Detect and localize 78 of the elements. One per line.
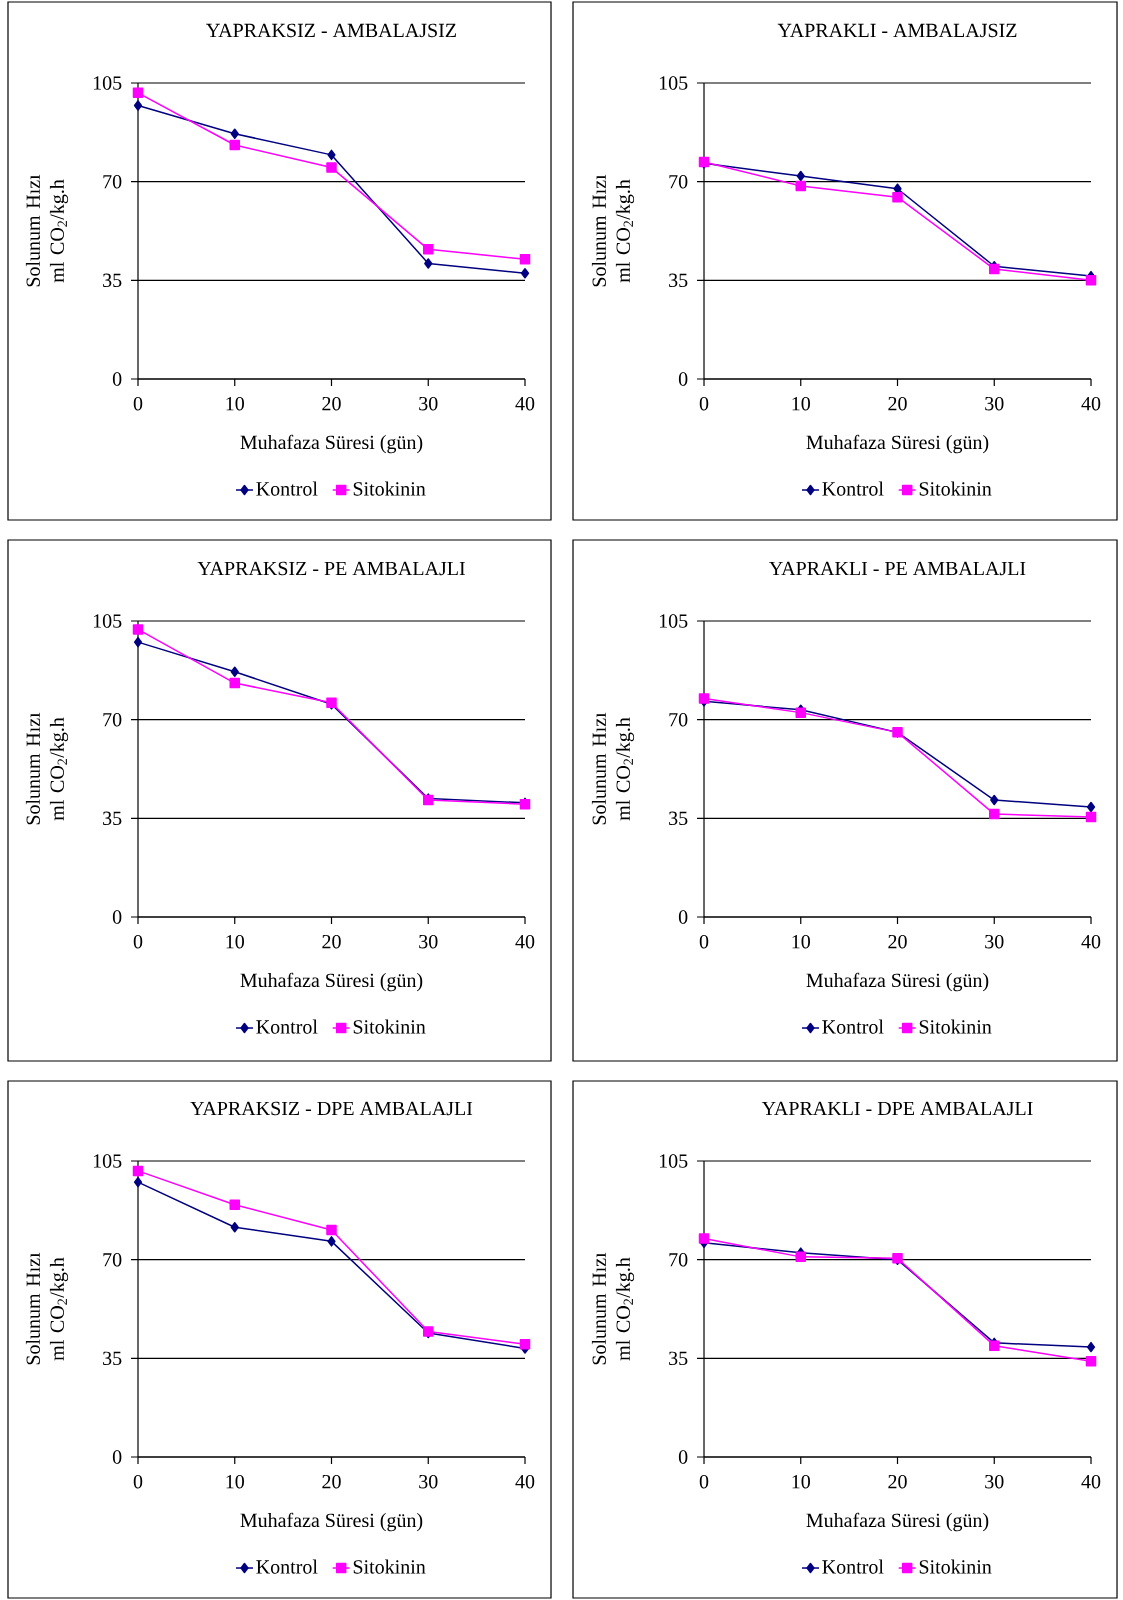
y-tick-label: 35 bbox=[669, 273, 688, 288]
chart-title: YAPRAKLI - DPE AMBALAJLI bbox=[761, 1101, 1033, 1116]
x-tick-label: 10 bbox=[226, 396, 244, 411]
y-tick-label: 105 bbox=[93, 1154, 122, 1168]
x-axis-title: Muhafaza Süresi (gün) bbox=[240, 972, 423, 992]
legend-label: Sitokinin bbox=[353, 1559, 426, 1574]
y-tick-label: 0 bbox=[112, 910, 122, 924]
y-tick-label: 105 bbox=[93, 76, 122, 90]
x-tick-label: 10 bbox=[792, 934, 810, 949]
y-tick-label: 70 bbox=[669, 174, 688, 189]
legend-label: Kontrol bbox=[822, 1019, 884, 1034]
x-axis-title: Muhafaza Süresi (gün) bbox=[806, 1512, 989, 1532]
x-tick-label: 10 bbox=[792, 1474, 810, 1489]
y-tick-label: 35 bbox=[103, 811, 122, 826]
legend-label: Kontrol bbox=[822, 1559, 884, 1574]
x-tick-label: 0 bbox=[133, 396, 143, 411]
legend-label: Sitokinin bbox=[353, 1019, 426, 1034]
x-tick-label: 20 bbox=[888, 934, 907, 949]
legend-label: Kontrol bbox=[822, 481, 884, 496]
x-axis-title: Muhafaza Süresi (gün) bbox=[806, 972, 989, 992]
legend-label: Kontrol bbox=[256, 1559, 318, 1574]
x-tick-label: 30 bbox=[419, 1474, 438, 1489]
legend-label: Sitokinin bbox=[919, 1019, 992, 1034]
x-tick-label: 40 bbox=[515, 396, 535, 411]
y-tick-label: 35 bbox=[669, 811, 688, 826]
y-tick-label: 70 bbox=[103, 712, 122, 727]
x-tick-label: 40 bbox=[515, 934, 535, 949]
x-tick-label: 40 bbox=[1081, 396, 1101, 411]
x-tick-label: 10 bbox=[226, 934, 244, 949]
y-tick-label: 105 bbox=[93, 614, 122, 628]
x-tick-label: 0 bbox=[699, 934, 709, 949]
y-tick-label: 0 bbox=[678, 372, 688, 386]
x-tick-label: 0 bbox=[699, 396, 709, 411]
x-tick-label: 20 bbox=[888, 1474, 907, 1489]
legend-label: Sitokinin bbox=[919, 481, 992, 496]
y-tick-label: 70 bbox=[103, 1252, 122, 1267]
x-tick-label: 0 bbox=[699, 1474, 709, 1489]
x-tick-label: 40 bbox=[1081, 1474, 1101, 1489]
chart-title: YAPRAKSIZ - AMBALAJSIZ bbox=[206, 23, 456, 38]
chart-title: YAPRAKLI - AMBALAJSIZ bbox=[777, 23, 1017, 38]
x-tick-label: 10 bbox=[792, 396, 810, 411]
y-tick-label: 0 bbox=[112, 372, 122, 386]
x-tick-label: 30 bbox=[985, 396, 1004, 411]
x-axis-title: Muhafaza Süresi (gün) bbox=[240, 1512, 423, 1532]
y-tick-label: 70 bbox=[669, 712, 688, 727]
y-tick-label: 35 bbox=[103, 273, 122, 288]
y-tick-label: 0 bbox=[112, 1450, 122, 1464]
y-tick-label: 35 bbox=[103, 1351, 122, 1366]
legend-label: Kontrol bbox=[256, 481, 318, 496]
x-tick-label: 20 bbox=[322, 934, 341, 949]
x-axis-title: Muhafaza Süresi (gün) bbox=[806, 434, 989, 454]
x-axis-title: Muhafaza Süresi (gün) bbox=[240, 434, 423, 454]
x-tick-label: 30 bbox=[419, 396, 438, 411]
x-tick-label: 10 bbox=[226, 1474, 244, 1489]
legend-label: Kontrol bbox=[256, 1019, 318, 1034]
y-tick-label: 0 bbox=[678, 910, 688, 924]
y-tick-label: 0 bbox=[678, 1450, 688, 1464]
chart-title: YAPRAKSIZ - PE AMBALAJLI bbox=[197, 561, 465, 576]
y-tick-label: 70 bbox=[103, 174, 122, 189]
x-tick-label: 0 bbox=[133, 1474, 143, 1489]
y-tick-label: 105 bbox=[659, 76, 688, 90]
y-tick-label: 105 bbox=[659, 1154, 688, 1168]
x-tick-label: 30 bbox=[419, 934, 438, 949]
chart-title: YAPRAKLI - PE AMBALAJLI bbox=[769, 561, 1026, 576]
y-tick-label: 70 bbox=[669, 1252, 688, 1267]
x-tick-label: 40 bbox=[1081, 934, 1101, 949]
chart-title: YAPRAKSIZ - DPE AMBALAJLI bbox=[190, 1101, 473, 1116]
legend-label: Sitokinin bbox=[919, 1559, 992, 1574]
x-tick-label: 30 bbox=[985, 1474, 1004, 1489]
x-tick-label: 20 bbox=[322, 1474, 341, 1489]
x-tick-label: 40 bbox=[515, 1474, 535, 1489]
y-tick-label: 35 bbox=[669, 1351, 688, 1366]
x-tick-label: 20 bbox=[888, 396, 907, 411]
x-tick-label: 20 bbox=[322, 396, 341, 411]
y-tick-label: 105 bbox=[659, 614, 688, 628]
legend-label: Sitokinin bbox=[353, 481, 426, 496]
x-tick-label: 0 bbox=[133, 934, 143, 949]
x-tick-label: 30 bbox=[985, 934, 1004, 949]
